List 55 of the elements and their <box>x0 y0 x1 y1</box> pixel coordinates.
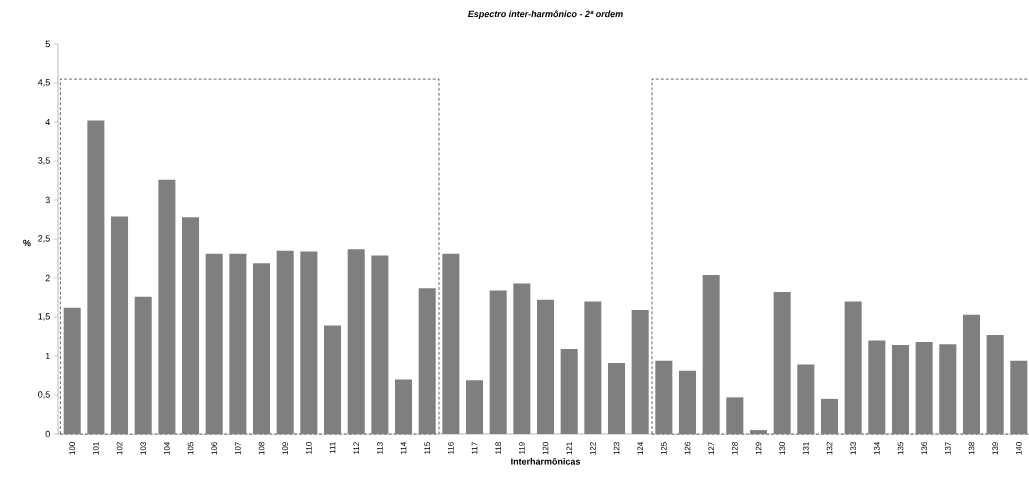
bar <box>986 334 1004 434</box>
bar <box>182 217 200 434</box>
y-tick-label: 0,5 <box>38 391 50 399</box>
y-tick-label: 1 <box>45 352 50 360</box>
y-tick-label: 3,5 <box>38 157 50 165</box>
bar <box>939 344 957 434</box>
bar <box>631 309 649 434</box>
y-tick-label: 5 <box>45 40 50 48</box>
bar <box>584 301 602 434</box>
bar <box>63 307 81 434</box>
y-tick-label: 1,5 <box>38 313 50 321</box>
y-tick-label: 3 <box>45 196 50 204</box>
bar <box>678 370 697 434</box>
bar <box>324 325 342 434</box>
bar <box>844 301 862 434</box>
bar <box>347 249 365 434</box>
bar <box>418 288 436 434</box>
bar <box>891 345 910 434</box>
bar <box>607 363 626 434</box>
y-tick-label: 2,5 <box>38 235 50 243</box>
y-tick-label: 4,5 <box>37 79 50 87</box>
y-axis-title: % <box>23 239 31 247</box>
bar <box>915 341 933 434</box>
bar <box>749 430 768 434</box>
bar <box>395 379 413 434</box>
bar <box>300 251 318 434</box>
bar <box>726 397 744 434</box>
bar <box>465 380 484 434</box>
bar <box>229 253 247 434</box>
y-tick-label: 2 <box>45 274 50 282</box>
bar <box>655 360 673 434</box>
bar <box>560 348 578 434</box>
bar <box>797 364 815 434</box>
bar <box>111 216 129 434</box>
bar <box>371 255 389 434</box>
bar <box>773 292 791 434</box>
bar <box>868 340 886 434</box>
bar <box>158 179 176 434</box>
bar <box>1010 360 1028 434</box>
bar <box>253 263 271 434</box>
chart-title: Espectro inter-harmônico - 2ª ordem <box>468 10 623 19</box>
y-tick-label: 0 <box>45 430 50 438</box>
y-tick-label: 4 <box>45 118 50 126</box>
bar <box>489 290 507 434</box>
bar <box>442 253 460 434</box>
bar <box>820 398 839 434</box>
bar <box>205 253 223 434</box>
bar <box>536 299 555 434</box>
bar <box>513 283 531 434</box>
bar <box>276 250 294 434</box>
bar <box>134 296 152 434</box>
bar <box>962 314 980 434</box>
x-axis-title: Interharmônicas <box>511 457 581 465</box>
bar <box>702 274 720 434</box>
bar <box>87 120 105 434</box>
